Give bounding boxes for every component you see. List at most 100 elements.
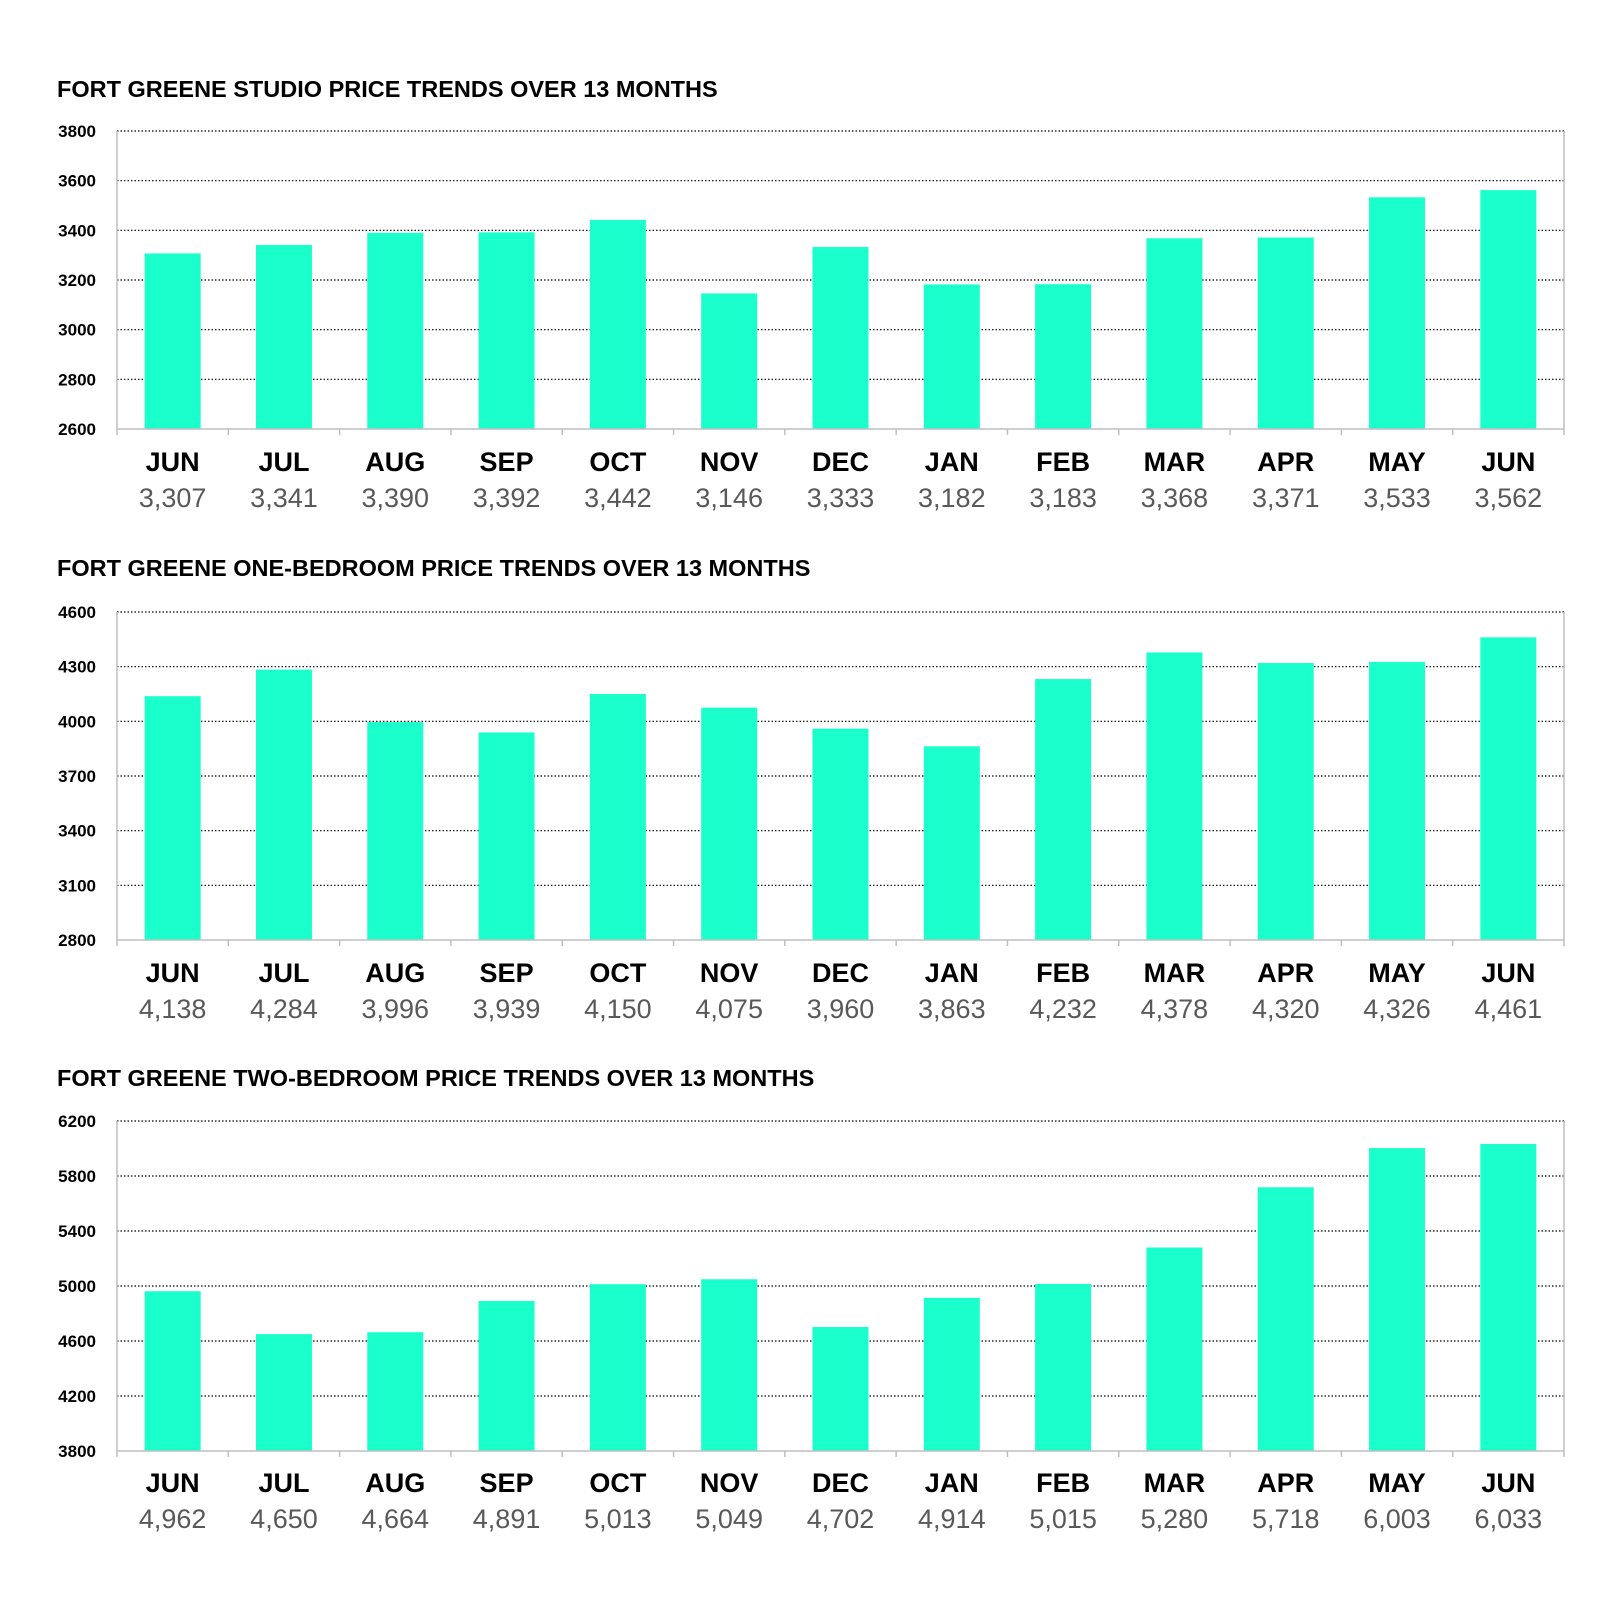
y-tick-label: 2800 <box>58 370 96 389</box>
value-label: 4,650 <box>250 1504 318 1534</box>
value-label: 3,533 <box>1363 483 1431 513</box>
category-label: JAN <box>925 958 979 988</box>
value-label: 4,138 <box>139 994 207 1024</box>
bar <box>701 1279 758 1451</box>
value-label: 4,284 <box>250 994 318 1024</box>
category-label: JAN <box>925 447 979 477</box>
chart-title: FORT GREENE TWO-BEDROOM PRICE TRENDS OVE… <box>57 1065 815 1091</box>
category-label: AUG <box>365 1468 425 1498</box>
bar <box>255 1334 312 1451</box>
bar <box>589 694 646 940</box>
bar <box>478 732 535 940</box>
category-label: JUL <box>258 1468 309 1498</box>
y-tick-label: 5400 <box>58 1222 96 1241</box>
bar <box>701 293 758 429</box>
bar <box>923 1297 980 1451</box>
bar <box>367 1332 424 1451</box>
bar <box>812 1326 869 1451</box>
y-tick-label: 3000 <box>58 321 96 340</box>
y-tick-label: 3800 <box>58 122 96 141</box>
value-label: 5,718 <box>1252 1504 1320 1534</box>
category-label: FEB <box>1036 447 1090 477</box>
bar <box>144 696 201 940</box>
value-label: 5,280 <box>1141 1504 1209 1534</box>
bar <box>589 1284 646 1451</box>
y-tick-label: 6200 <box>58 1112 96 1131</box>
y-tick-label: 4200 <box>58 1387 96 1406</box>
category-label: DEC <box>812 1468 869 1498</box>
value-label: 4,378 <box>1141 994 1209 1024</box>
category-label: JUL <box>258 447 309 477</box>
y-tick-label: 3600 <box>58 172 96 191</box>
category-label: SEP <box>480 958 534 988</box>
value-label: 4,232 <box>1029 994 1097 1024</box>
category-label: JUN <box>1481 447 1535 477</box>
bar <box>367 232 424 429</box>
value-label: 6,003 <box>1363 1504 1431 1534</box>
bar <box>144 253 201 429</box>
y-tick-label: 5800 <box>58 1167 96 1186</box>
category-label: OCT <box>589 447 647 477</box>
bar <box>812 246 869 429</box>
bar <box>367 722 424 940</box>
value-label: 6,033 <box>1475 1504 1543 1534</box>
value-label: 3,960 <box>807 994 875 1024</box>
y-tick-label: 2600 <box>58 420 96 439</box>
category-label: SEP <box>480 447 534 477</box>
value-label: 3,392 <box>473 483 541 513</box>
value-label: 3,996 <box>361 994 429 1024</box>
value-label: 3,333 <box>807 483 875 513</box>
value-label: 4,914 <box>918 1504 986 1534</box>
bar <box>144 1291 201 1451</box>
value-label: 3,442 <box>584 483 652 513</box>
bar <box>1257 1187 1314 1451</box>
value-label: 4,461 <box>1475 994 1543 1024</box>
category-label: APR <box>1257 447 1314 477</box>
value-label: 4,664 <box>361 1504 429 1534</box>
studio-bar-chart: 2600 2800 3000 3200 3400 3600 3800 JUN 3,307 JUL 3… <box>58 122 1565 513</box>
category-label: MAR <box>1144 958 1206 988</box>
value-label: 4,150 <box>584 994 652 1024</box>
bar <box>1480 190 1537 429</box>
y-tick-label: 3400 <box>58 822 96 841</box>
y-tick-label: 3100 <box>58 876 96 895</box>
bar <box>923 284 980 429</box>
category-label: JUN <box>1481 958 1535 988</box>
value-label: 3,307 <box>139 483 207 513</box>
bar <box>1146 1247 1203 1451</box>
bar <box>255 669 312 940</box>
category-label: DEC <box>812 958 869 988</box>
category-label: FEB <box>1036 1468 1090 1498</box>
bar <box>1369 661 1426 940</box>
category-label: JUN <box>146 447 200 477</box>
category-label: JUN <box>146 958 200 988</box>
chart-title: FORT GREENE ONE-BEDROOM PRICE TRENDS OVE… <box>57 555 811 581</box>
chart-title: FORT GREENE STUDIO PRICE TRENDS OVER 13 … <box>57 76 718 102</box>
one-bedroom-bar-chart: 2800 3100 3400 3700 4000 4300 4600 JUN 4,138 JUL 4… <box>58 603 1565 1024</box>
category-label: APR <box>1257 958 1314 988</box>
bar <box>923 746 980 940</box>
value-label: 3,863 <box>918 994 986 1024</box>
bar <box>1257 663 1314 940</box>
y-tick-label: 2800 <box>58 931 96 950</box>
bar <box>1369 1148 1426 1451</box>
category-label: OCT <box>589 958 647 988</box>
value-label: 4,320 <box>1252 994 1320 1024</box>
y-tick-label: 4600 <box>58 603 96 622</box>
bar <box>1146 238 1203 429</box>
value-label: 3,562 <box>1475 483 1543 513</box>
bar <box>701 707 758 940</box>
value-label: 4,075 <box>695 994 763 1024</box>
bar <box>1257 237 1314 429</box>
value-label: 3,390 <box>361 483 429 513</box>
category-label: JUN <box>1481 1468 1535 1498</box>
value-label: 3,341 <box>250 483 318 513</box>
value-label: 4,891 <box>473 1504 541 1534</box>
value-label: 5,015 <box>1029 1504 1097 1534</box>
category-label: AUG <box>365 958 425 988</box>
value-label: 5,049 <box>695 1504 763 1534</box>
category-label: SEP <box>480 1468 534 1498</box>
category-label: MAY <box>1368 958 1426 988</box>
bar <box>1480 637 1537 940</box>
y-tick-label: 3400 <box>58 221 96 240</box>
